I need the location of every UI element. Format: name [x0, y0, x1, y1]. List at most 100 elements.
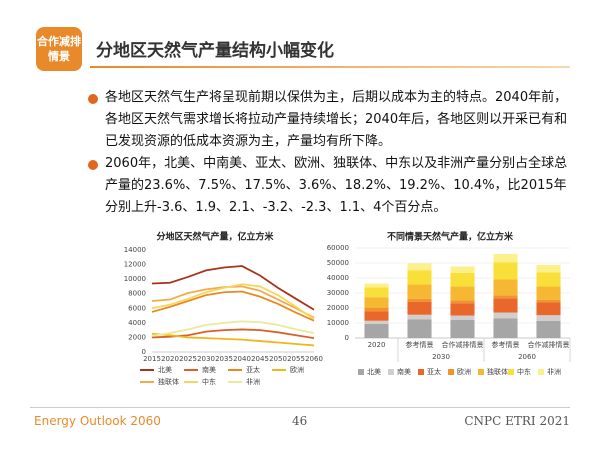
legend-label: 南美 — [202, 365, 216, 374]
bar-segment — [364, 311, 389, 321]
x-tick-label: 2015 — [143, 355, 161, 363]
bullet-icon — [88, 94, 98, 104]
bar-segment — [493, 312, 518, 319]
bar-segment — [407, 298, 432, 302]
bar-segment — [407, 319, 432, 338]
y-tick-label: 14000 — [124, 246, 146, 254]
x-tick-label: 参考情景 — [406, 340, 434, 349]
x-tick-label: 合作减排情景 — [528, 340, 570, 349]
footer-left: Energy Outlook 2060 — [34, 414, 161, 428]
y-tick-label: 50000 — [327, 259, 349, 267]
line-series — [151, 332, 315, 347]
footer-rule — [30, 407, 570, 408]
bar-segment — [364, 283, 389, 288]
legend-label: 独联体 — [487, 367, 508, 376]
page-number: 46 — [292, 414, 308, 428]
line-series — [151, 290, 315, 322]
bar-segment — [536, 272, 561, 287]
bar-segment — [364, 320, 389, 324]
bar-segment — [407, 284, 432, 299]
x-tick-label: 2030 — [197, 355, 215, 363]
x-tick-label: 2060 — [305, 355, 323, 363]
legend-label: 非洲 — [246, 377, 260, 386]
line-series — [151, 265, 315, 311]
bar-segment — [493, 318, 518, 338]
bar-segment — [407, 314, 432, 320]
y-tick-label: 0 — [142, 348, 146, 356]
x-tick-label: 2020 — [161, 355, 179, 363]
y-tick-label: 4000 — [128, 319, 146, 327]
bar-segment — [450, 303, 475, 316]
bar-segment — [493, 254, 518, 263]
legend-label: 南美 — [397, 367, 411, 376]
legend-label: 中东 — [517, 367, 531, 376]
bullet-icon — [88, 160, 98, 170]
bar-segment — [450, 315, 475, 320]
bar-segment — [450, 266, 475, 273]
legend-swatch — [478, 369, 484, 375]
y-tick-label: 2000 — [128, 333, 146, 341]
bar-segment — [450, 320, 475, 338]
x-tick-label: 2040 — [233, 355, 251, 363]
legend-label: 欧洲 — [457, 367, 471, 376]
bar-segment — [407, 302, 432, 315]
x-tick-label: 2025 — [179, 355, 197, 363]
bar-segment — [364, 297, 389, 308]
x-tick-label: 2045 — [251, 355, 269, 363]
title-rule — [90, 66, 570, 68]
legend-label: 北美 — [367, 367, 381, 376]
x-tick-label: 参考情景 — [492, 340, 520, 349]
y-tick-label: 8000 — [128, 290, 146, 298]
x-tick-label: 合作减排情景 — [442, 340, 484, 349]
bar-segment — [407, 263, 432, 271]
chart-title: 不同情景天然气产量，亿立方米 — [387, 231, 514, 243]
bar-segment — [364, 323, 389, 338]
legend-swatch — [388, 369, 394, 375]
bullet-text: 2060年，北美、中南美、亚太、欧洲、独联体、中东以及非洲产量分别占全球总产量的… — [105, 156, 568, 215]
badge-line: 合作减排 — [37, 35, 81, 48]
legend-swatch — [358, 369, 364, 375]
legend-label: 亚太 — [427, 367, 441, 376]
bar-segment — [536, 299, 561, 303]
bar-segment — [493, 298, 518, 313]
line-series — [151, 283, 315, 320]
badge: 合作减排 情景 — [36, 27, 82, 71]
x-tick-label: 2050 — [269, 355, 287, 363]
bar-segment — [450, 286, 475, 301]
y-tick-label: 12000 — [124, 261, 146, 269]
y-tick-label: 6000 — [128, 304, 146, 312]
group-label: 2060 — [518, 353, 536, 361]
legend-label: 独联体 — [158, 377, 179, 386]
chart-title: 分地区天然气产量，亿立方米 — [156, 231, 274, 243]
footer-right: CNPC ETRI 2021 — [464, 414, 570, 428]
bar-segment — [493, 295, 518, 299]
y-tick-label: 30000 — [327, 289, 349, 297]
legend-swatch — [448, 369, 454, 375]
legend-label: 亚太 — [246, 365, 260, 374]
y-tick-label: 20000 — [327, 304, 349, 312]
bar-segment — [536, 302, 561, 316]
y-tick-label: 10000 — [327, 319, 349, 327]
bar-segment — [364, 308, 389, 312]
line-series — [151, 320, 315, 337]
y-tick-label: 10000 — [124, 275, 146, 283]
y-tick-label: 40000 — [327, 274, 349, 282]
legend-swatch — [538, 369, 544, 375]
legend-label: 中东 — [202, 377, 216, 386]
y-tick-label: 0 — [345, 334, 349, 342]
bar-segment — [536, 315, 561, 321]
legend-swatch — [508, 369, 514, 375]
x-tick-label: 2035 — [215, 355, 233, 363]
group-label: 2030 — [432, 353, 450, 361]
bar-segment — [536, 264, 561, 273]
legend-label: 非洲 — [547, 367, 561, 376]
badge-line: 情景 — [48, 50, 70, 63]
bar-segment — [450, 272, 475, 287]
y-tick-label: 60000 — [327, 244, 349, 252]
legend-label: 欧洲 — [290, 365, 304, 374]
bar-segment — [493, 279, 518, 296]
bar-segment — [536, 320, 561, 338]
bar-segment — [493, 262, 518, 280]
